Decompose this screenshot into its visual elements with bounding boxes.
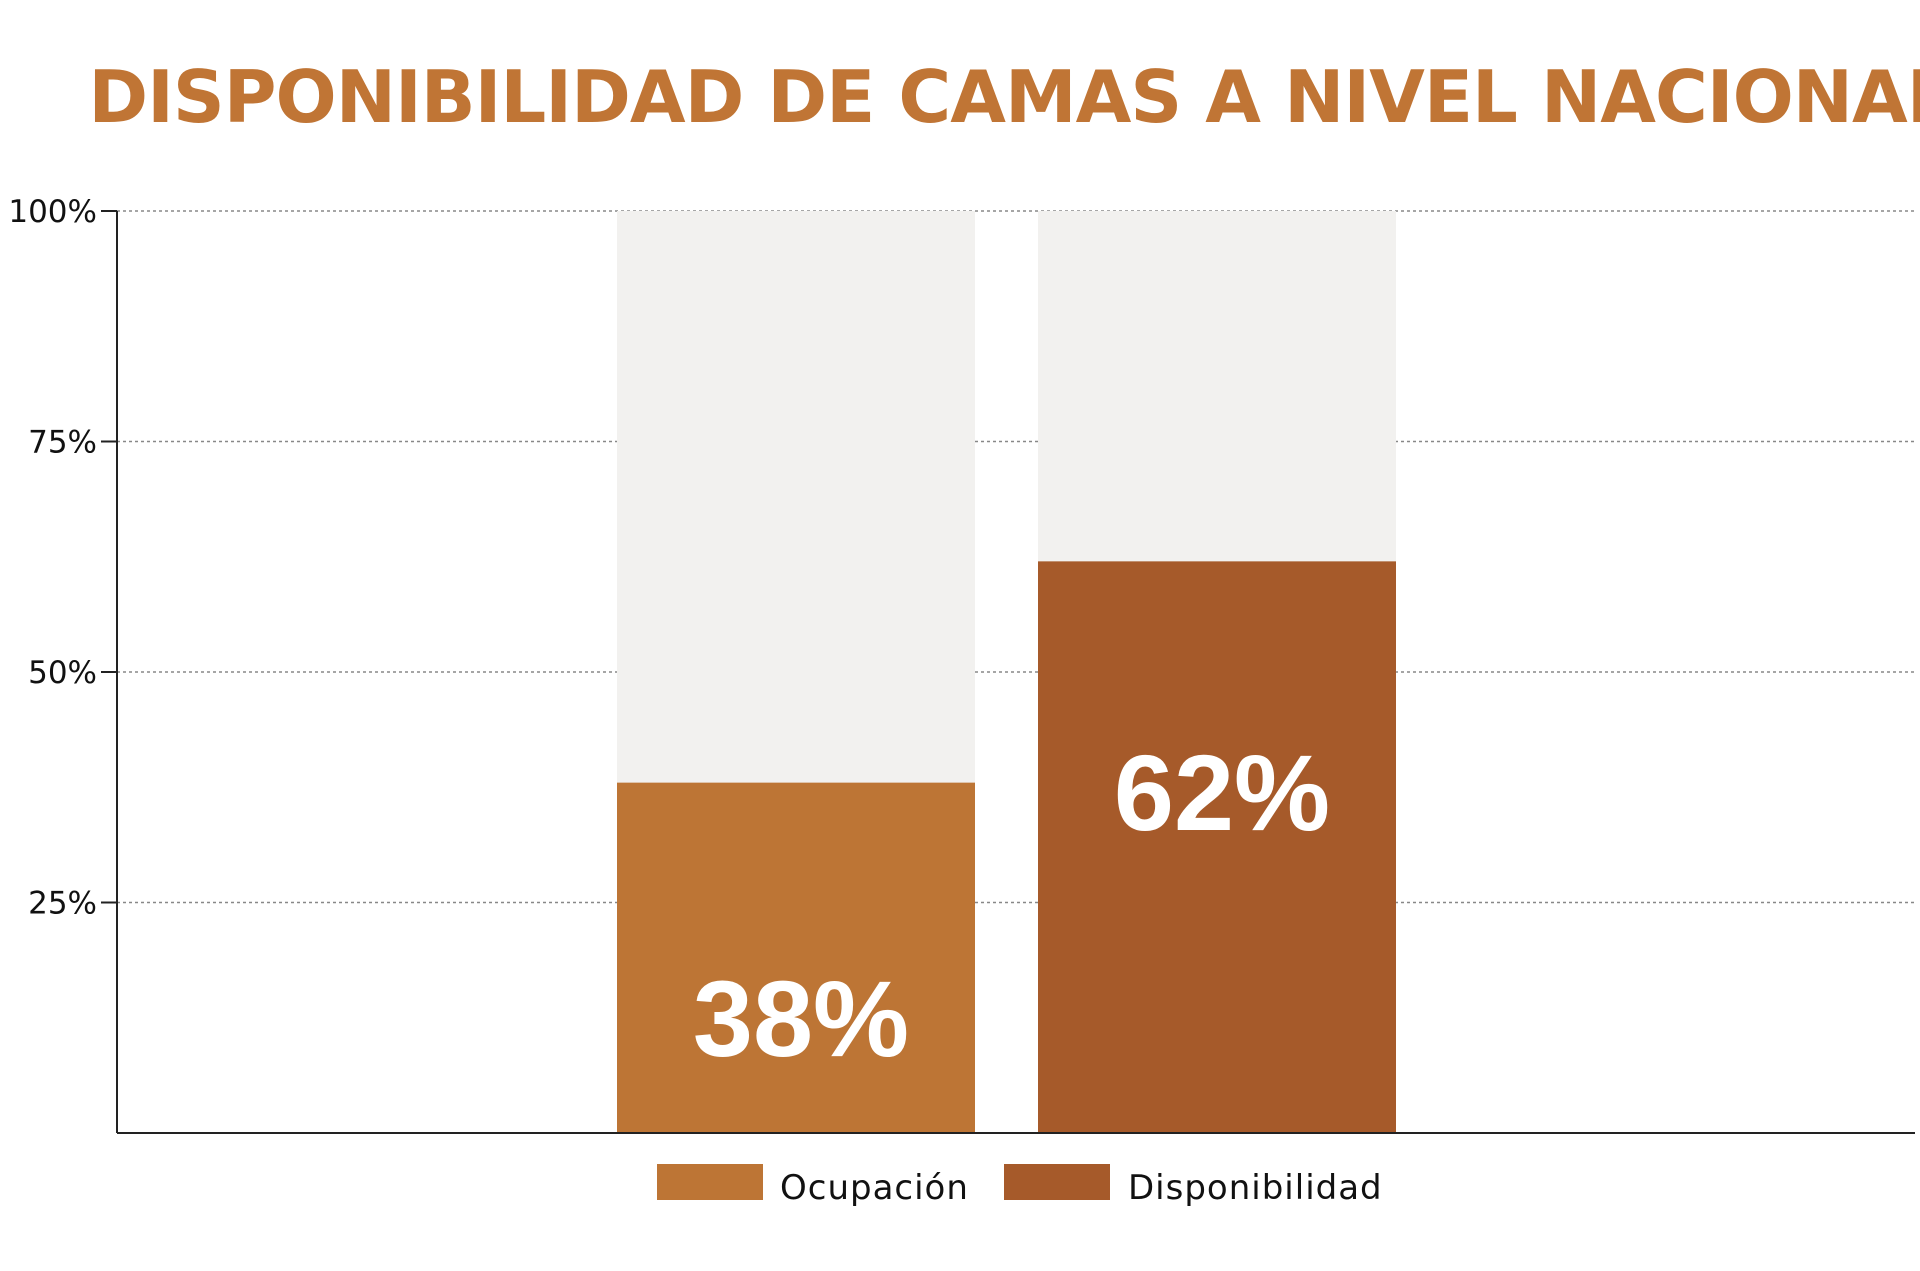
y-tick-label-50: 50%: [28, 655, 97, 691]
y-tick-label-100: 100%: [8, 194, 97, 230]
gridlines: 25% 50% 75% 100%: [8, 194, 1915, 922]
data-bars: [617, 561, 1396, 1133]
y-tick-label-75: 75%: [28, 425, 97, 461]
chart-title: DISPONIBILIDAD DE CAMAS A NIVEL NACIONAL: [88, 55, 1920, 139]
legend: Ocupación Disponibilidad: [657, 1164, 1383, 1208]
value-label-0: 38%: [693, 958, 909, 1079]
legend-swatch-0: [657, 1164, 763, 1200]
legend-swatch-1: [1004, 1164, 1110, 1200]
y-tick-label-25: 25%: [28, 886, 97, 922]
value-label-1: 62%: [1114, 732, 1330, 853]
value-labels: 38% 62%: [693, 732, 1330, 1079]
bar-disponibilidad: [1038, 561, 1396, 1133]
legend-label-0: Ocupación: [780, 1168, 969, 1208]
legend-label-1: Disponibilidad: [1128, 1168, 1383, 1208]
bar-ocupacion: [617, 782, 975, 1133]
